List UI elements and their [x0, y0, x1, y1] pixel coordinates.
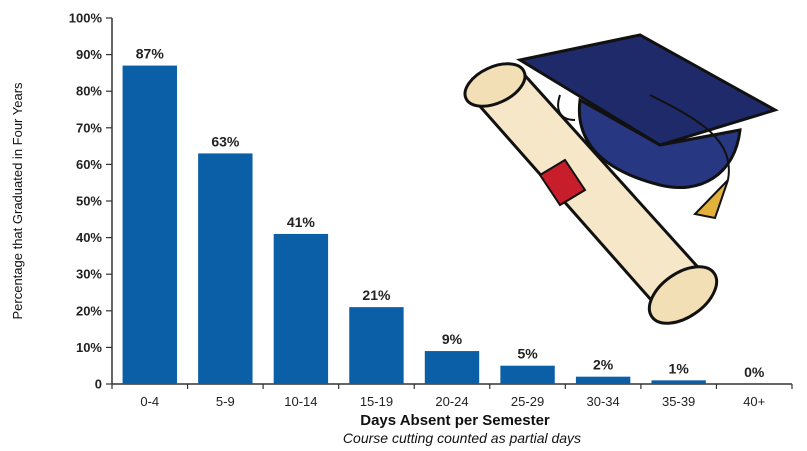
bar-25-29 [500, 365, 555, 384]
x-axis-title: Days Absent per Semester [360, 412, 550, 429]
diploma-scroll-icon [463, 62, 719, 325]
y-tick-label: 20% [76, 303, 102, 318]
x-tick-label: 5-9 [216, 394, 235, 409]
bar-0-4 [122, 65, 177, 384]
bar-5-9 [198, 153, 253, 384]
value-label: 63% [211, 133, 240, 149]
x-ticks: 0-4 5-9 10-14 15-19 20-24 25-29 30-34 35-39 40+ [111, 384, 793, 409]
bar-10-14 [273, 233, 329, 384]
y-axis-title: Percentage that Graduated in Four Years [10, 82, 25, 320]
x-tick-label: 0-4 [140, 394, 159, 409]
x-tick-label: 30-34 [586, 394, 619, 409]
y-tick-label: 0 [95, 377, 102, 392]
bars [122, 65, 706, 384]
value-labels: 87% 63% 41% 21% 9% 5% 2% 1% 0% [136, 46, 765, 380]
x-tick-label: 15-19 [360, 394, 393, 409]
chart-subtitle: Course cutting counted as partial days [343, 430, 581, 446]
y-tick-label: 50% [76, 194, 102, 209]
value-label: 1% [669, 360, 690, 376]
graduation-cap-icon [515, 33, 779, 220]
value-label: 0% [744, 364, 765, 380]
y-tick-label: 30% [76, 267, 102, 282]
x-tick-label: 40+ [743, 394, 765, 409]
y-tick-label: 60% [76, 157, 102, 172]
value-label: 9% [442, 331, 463, 347]
y-tick-label: 100% [69, 11, 103, 26]
y-tick-label: 70% [76, 120, 102, 135]
bar-15-19 [349, 307, 404, 384]
graduation-illustration [463, 33, 779, 325]
bar-35-39 [651, 380, 706, 384]
x-tick-label: 35-39 [662, 394, 695, 409]
y-tick-label: 80% [76, 84, 102, 99]
bar-20-24 [424, 351, 480, 384]
x-tick-label: 10-14 [284, 394, 317, 409]
x-tick-label: 25-29 [511, 394, 544, 409]
bar-30-34 [575, 376, 631, 384]
y-tick-label: 40% [76, 230, 102, 245]
value-label: 87% [136, 46, 165, 62]
y-ticks: 0 10% 20% 30% 40% 50% 60% 70% 80% 90% 100% [69, 11, 112, 392]
value-label: 2% [593, 357, 614, 373]
value-label: 41% [287, 214, 316, 230]
y-tick-label: 10% [76, 340, 102, 355]
y-tick-label: 90% [76, 47, 102, 62]
x-tick-label: 20-24 [435, 394, 468, 409]
value-label: 21% [362, 287, 391, 303]
value-label: 5% [517, 346, 538, 362]
